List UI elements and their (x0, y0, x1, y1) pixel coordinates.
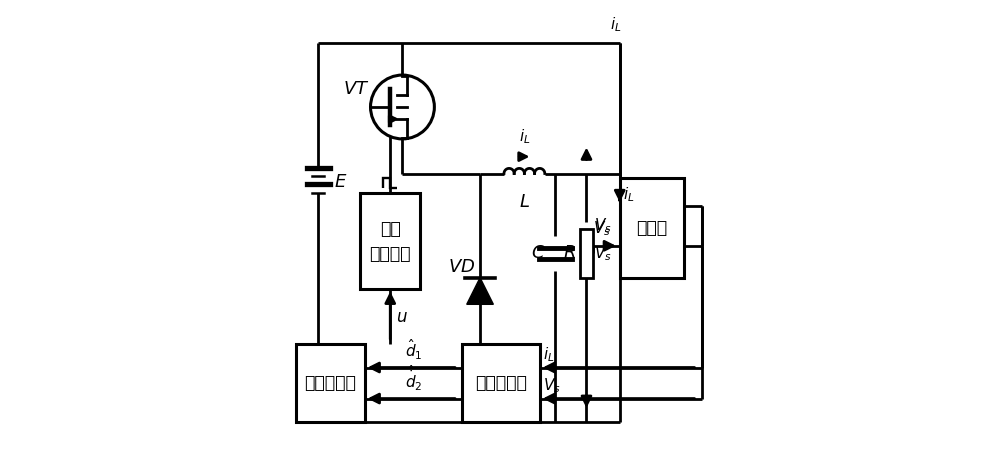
Text: $i_L$: $i_L$ (543, 345, 555, 364)
Bar (620, 178, 684, 278)
Text: $u$: $u$ (396, 308, 407, 326)
Text: $\hat{d}_1$: $\hat{d}_1$ (405, 337, 422, 362)
Text: $E$: $E$ (334, 173, 347, 191)
Text: $V_s$: $V_s$ (543, 376, 561, 395)
Text: $C$: $C$ (531, 244, 546, 262)
Text: $VT$: $VT$ (343, 80, 369, 98)
Text: $i_L$: $i_L$ (519, 128, 530, 146)
Text: 传感器: 传感器 (636, 219, 667, 237)
Text: $R$: $R$ (563, 244, 576, 262)
Bar (580, 229, 593, 278)
Text: $VD$: $VD$ (448, 258, 475, 276)
Text: $i_L$: $i_L$ (623, 185, 635, 204)
Text: $V_s$: $V_s$ (594, 244, 612, 263)
Bar (462, 344, 540, 422)
Text: 门极
驱动电路: 门极 驱动电路 (369, 220, 411, 263)
Bar (296, 344, 365, 422)
Text: $L$: $L$ (519, 194, 530, 211)
Text: $i_L$: $i_L$ (610, 15, 621, 34)
Polygon shape (467, 278, 493, 304)
Text: $V_s$: $V_s$ (594, 216, 612, 235)
Text: $V_s$: $V_s$ (593, 219, 611, 238)
Text: 扰动观测器: 扰动观测器 (475, 374, 527, 392)
Text: 滑模控制器: 滑模控制器 (304, 374, 356, 392)
Text: $\hat{\dot{d}}_2$: $\hat{\dot{d}}_2$ (405, 363, 422, 393)
Bar (360, 194, 420, 289)
Circle shape (371, 75, 434, 139)
